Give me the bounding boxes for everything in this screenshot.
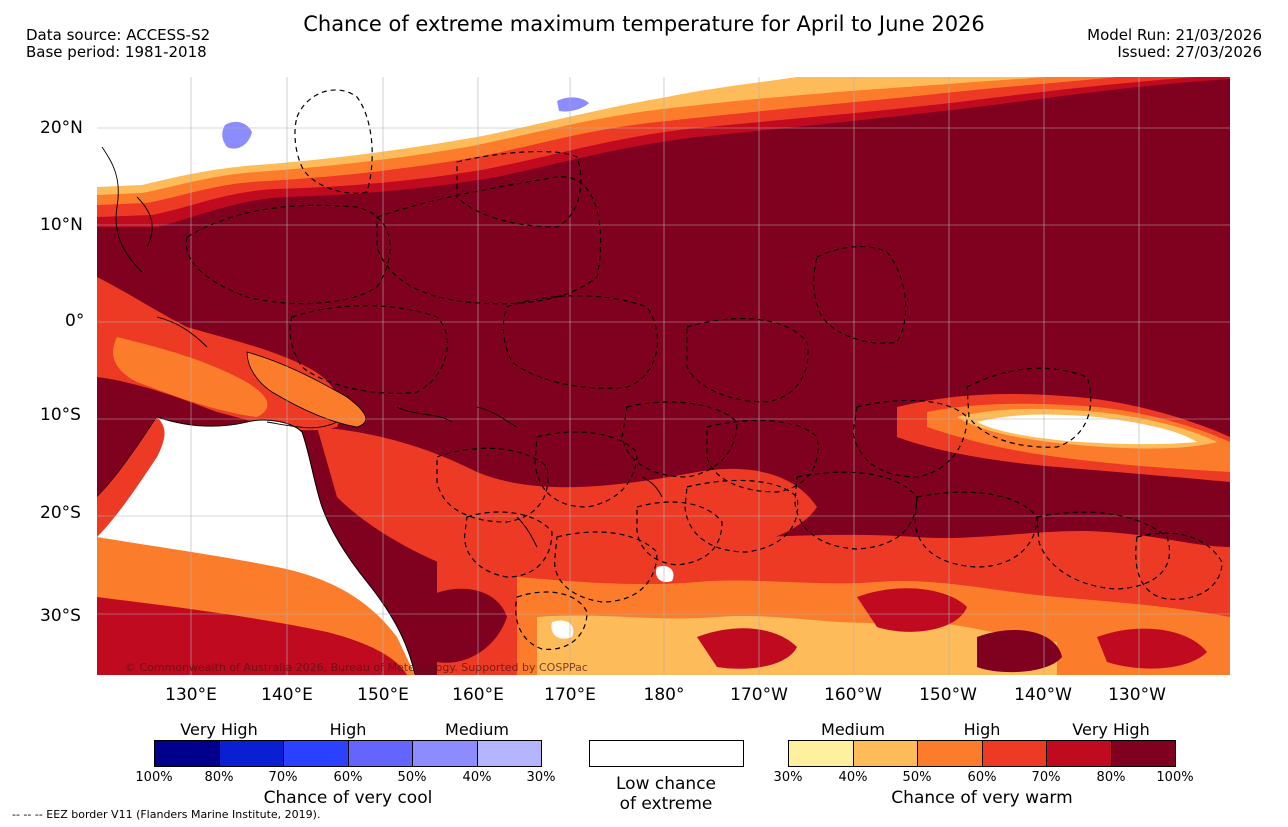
south-pacific-dark-patches (427, 588, 1062, 673)
cool-tick: 100% (135, 770, 173, 785)
cool-patch-west (222, 121, 252, 149)
west-medium-patch (113, 337, 268, 417)
lon-tick: 150°W (919, 685, 977, 705)
lat-tick: 20°N (40, 118, 83, 138)
cool-tick: 30% (526, 770, 556, 785)
lon-tick: 150°E (357, 685, 409, 705)
graticule (97, 77, 1230, 675)
low-chance-line1: Low chance (616, 774, 716, 794)
lat-tick: 0° (65, 311, 85, 331)
cool-colorbar (154, 740, 542, 767)
cool-caption: Chance of very cool (263, 788, 433, 808)
cool-header-medium: Medium (445, 720, 509, 739)
warm-tick: 40% (838, 770, 868, 785)
cool-swatch-3 (284, 741, 349, 766)
lon-tick: 160°W (824, 685, 882, 705)
header-left: Data source: ACCESS-S2 Base period: 1981… (26, 27, 210, 61)
data-source: Data source: ACCESS-S2 (26, 26, 211, 44)
lon-tick: 180° (643, 685, 685, 705)
low-chance-swatch (589, 740, 744, 767)
model-run: Model Run: 21/03/2026 (1087, 26, 1262, 44)
warm-tick: 100% (1156, 770, 1194, 785)
cool-tick: 40% (462, 770, 492, 785)
cool-patch-north (557, 97, 589, 112)
cool-swatch-4 (348, 741, 413, 766)
lon-tick: 140°E (261, 685, 313, 705)
eez-borders (185, 89, 1223, 650)
warm-swatch-3 (918, 741, 983, 766)
central-east-low-chance (977, 414, 1197, 445)
warm-swatch-4 (982, 741, 1047, 766)
south-pacific-very-warm-blobs (697, 588, 1207, 669)
cool-swatch-6 (477, 741, 541, 766)
warm-header-medium: Medium (821, 720, 885, 739)
lon-tick: 130°W (1108, 685, 1166, 705)
cool-tick: 60% (333, 770, 363, 785)
warm-swatch-2 (853, 741, 918, 766)
warm-swatch-1 (789, 741, 854, 766)
lon-tick: 130°E (165, 685, 217, 705)
header-right: Model Run: 21/03/2026 Issued: 27/03/2026 (1087, 27, 1262, 61)
low-chance-line2: of extreme (619, 794, 713, 814)
lat-tick: 30°S (40, 606, 81, 626)
warm-tick: 70% (1031, 770, 1061, 785)
lat-tick: 10°S (40, 405, 81, 425)
lon-tick: 170°E (544, 685, 596, 705)
warm-header-very-high: Very High (1072, 720, 1150, 739)
warm-tick: 30% (773, 770, 803, 785)
australia-south-very-warm (97, 597, 407, 675)
base-period: Base period: 1981-2018 (26, 43, 207, 61)
lon-tick: 170°W (730, 685, 788, 705)
lat-tick: 10°N (40, 215, 83, 235)
warm-swatch-5 (1047, 741, 1112, 766)
cool-swatch-1 (155, 741, 220, 766)
cool-swatch-2 (219, 741, 284, 766)
lon-tick: 160°E (452, 685, 504, 705)
map-copyright: © Commonwealth of Australia 2026, Bureau… (125, 661, 588, 674)
new-guinea-island (246, 351, 367, 428)
warm-swatch-6 (1111, 741, 1175, 766)
temperature-map: © Commonwealth of Australia 2026, Bureau… (97, 77, 1230, 675)
cool-tick: 50% (397, 770, 427, 785)
cool-header-high: High (329, 720, 367, 739)
warm-colorbar (788, 740, 1176, 767)
cool-swatch-5 (413, 741, 478, 766)
warm-tick: 60% (967, 770, 997, 785)
lat-tick: 20°S (40, 503, 81, 523)
cool-tick: 80% (204, 770, 234, 785)
north-low-chance-area (97, 77, 797, 187)
australia-warm-edge (97, 417, 165, 537)
south-low-chance-spots (551, 565, 674, 639)
cool-header-very-high: Very High (180, 720, 258, 739)
warm-header-high: High (963, 720, 1001, 739)
warm-tick: 50% (902, 770, 932, 785)
issued-date: Issued: 27/03/2026 (1117, 43, 1262, 61)
map-title: Chance of extreme maximum temperature fo… (303, 12, 985, 36)
warm-tick: 80% (1096, 770, 1126, 785)
lon-tick: 140°W (1014, 685, 1072, 705)
cool-tick: 70% (268, 770, 298, 785)
eez-footnote: -- -- -- EEZ border V11 (Flanders Marine… (12, 808, 321, 821)
coastlines (101, 146, 663, 548)
low-chance-caption: Low chance of extreme (616, 774, 716, 814)
warm-caption: Chance of very warm (891, 788, 1073, 808)
